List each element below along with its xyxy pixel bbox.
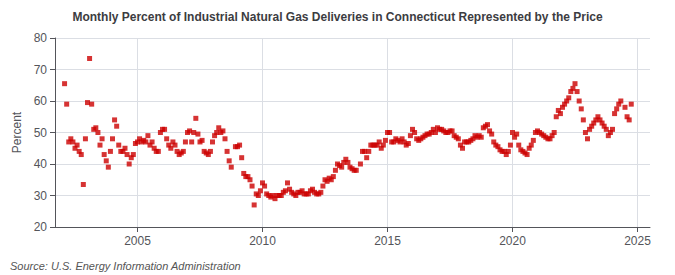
- svg-text:Percent: Percent: [10, 111, 24, 153]
- svg-text:2020: 2020: [499, 234, 526, 248]
- svg-text:80: 80: [34, 31, 48, 45]
- svg-text:60: 60: [34, 94, 48, 108]
- svg-text:30: 30: [34, 189, 48, 203]
- svg-text:2010: 2010: [249, 234, 276, 248]
- svg-text:20: 20: [34, 220, 48, 234]
- svg-text:2015: 2015: [374, 234, 401, 248]
- svg-text:2025: 2025: [624, 234, 651, 248]
- svg-text:Source: U.S. Energy Informatio: Source: U.S. Energy Information Administ…: [10, 260, 241, 272]
- svg-text:50: 50: [34, 126, 48, 140]
- svg-text:2005: 2005: [124, 234, 151, 248]
- svg-text:Monthly Percent of Industrial: Monthly Percent of Industrial Natural Ga…: [72, 10, 602, 24]
- svg-text:40: 40: [34, 157, 48, 171]
- svg-text:70: 70: [34, 63, 48, 77]
